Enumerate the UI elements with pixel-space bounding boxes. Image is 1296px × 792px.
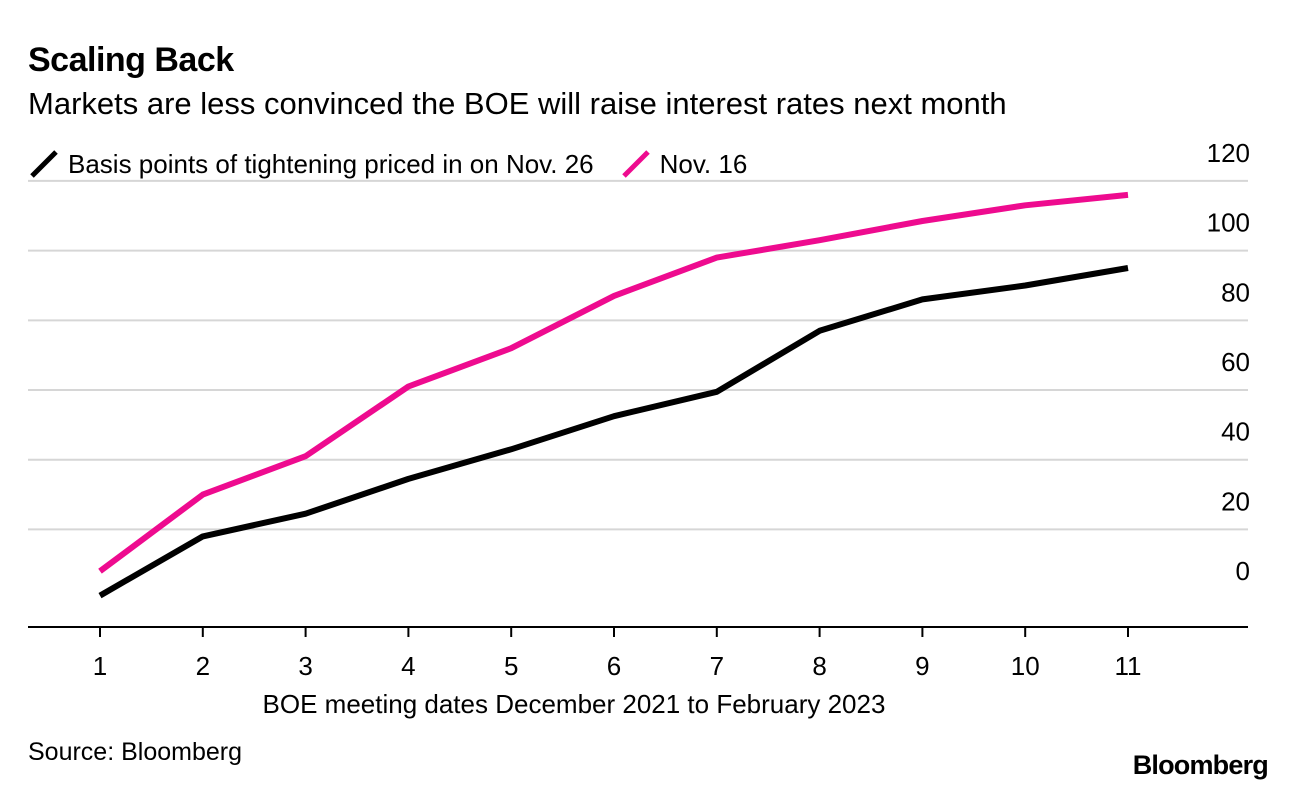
legend-item-nov16: Nov. 16 (620, 148, 748, 180)
x-tick-label-7: 7 (710, 651, 724, 681)
legend-swatch-nov16 (621, 150, 650, 178)
x-tick-label-6: 6 (607, 651, 621, 681)
x-tick-label-2: 2 (196, 651, 210, 681)
x-tick-label-4: 4 (401, 651, 415, 681)
bloomberg-logo: Bloomberg (1132, 750, 1269, 780)
x-tick-label-9: 9 (915, 651, 929, 681)
y-tick-label-100: 100 (1207, 208, 1250, 238)
legend-item-nov26: Basis points of tightening priced in on … (28, 148, 594, 180)
x-tick-label-10: 10 (1011, 651, 1040, 681)
y-tick-label-20: 20 (1221, 486, 1250, 516)
y-tick-label-80: 80 (1221, 277, 1250, 307)
x-tick-label-11: 11 (1115, 651, 1142, 681)
x-tick-label-5: 5 (504, 651, 518, 681)
series-line-nov26 (98, 265, 1129, 599)
y-tick-label-60: 60 (1221, 347, 1250, 377)
chart-title: Scaling Back (28, 41, 234, 79)
source-note: Source: Bloomberg (28, 738, 243, 766)
y-tick-label-40: 40 (1221, 417, 1250, 447)
legend: Basis points of tightening priced in on … (28, 146, 773, 182)
y-tick-label-120: 120 (1207, 138, 1250, 168)
x-tick-label-8: 8 (812, 651, 826, 681)
legend-label-nov26: Basis points of tightening priced in on … (68, 148, 594, 179)
chart-subtitle: Markets are less convinced the BOE will … (28, 86, 1007, 121)
x-axis-title: BOE meeting dates December 2021 to Febru… (263, 689, 886, 719)
x-tick-label-1: 1 (93, 651, 107, 681)
y-tick-label-0: 0 (1236, 556, 1250, 586)
x-tick-label-3: 3 (298, 651, 312, 681)
legend-label-nov16: Nov. 16 (659, 148, 748, 179)
legend-swatch-nov26 (30, 150, 58, 178)
